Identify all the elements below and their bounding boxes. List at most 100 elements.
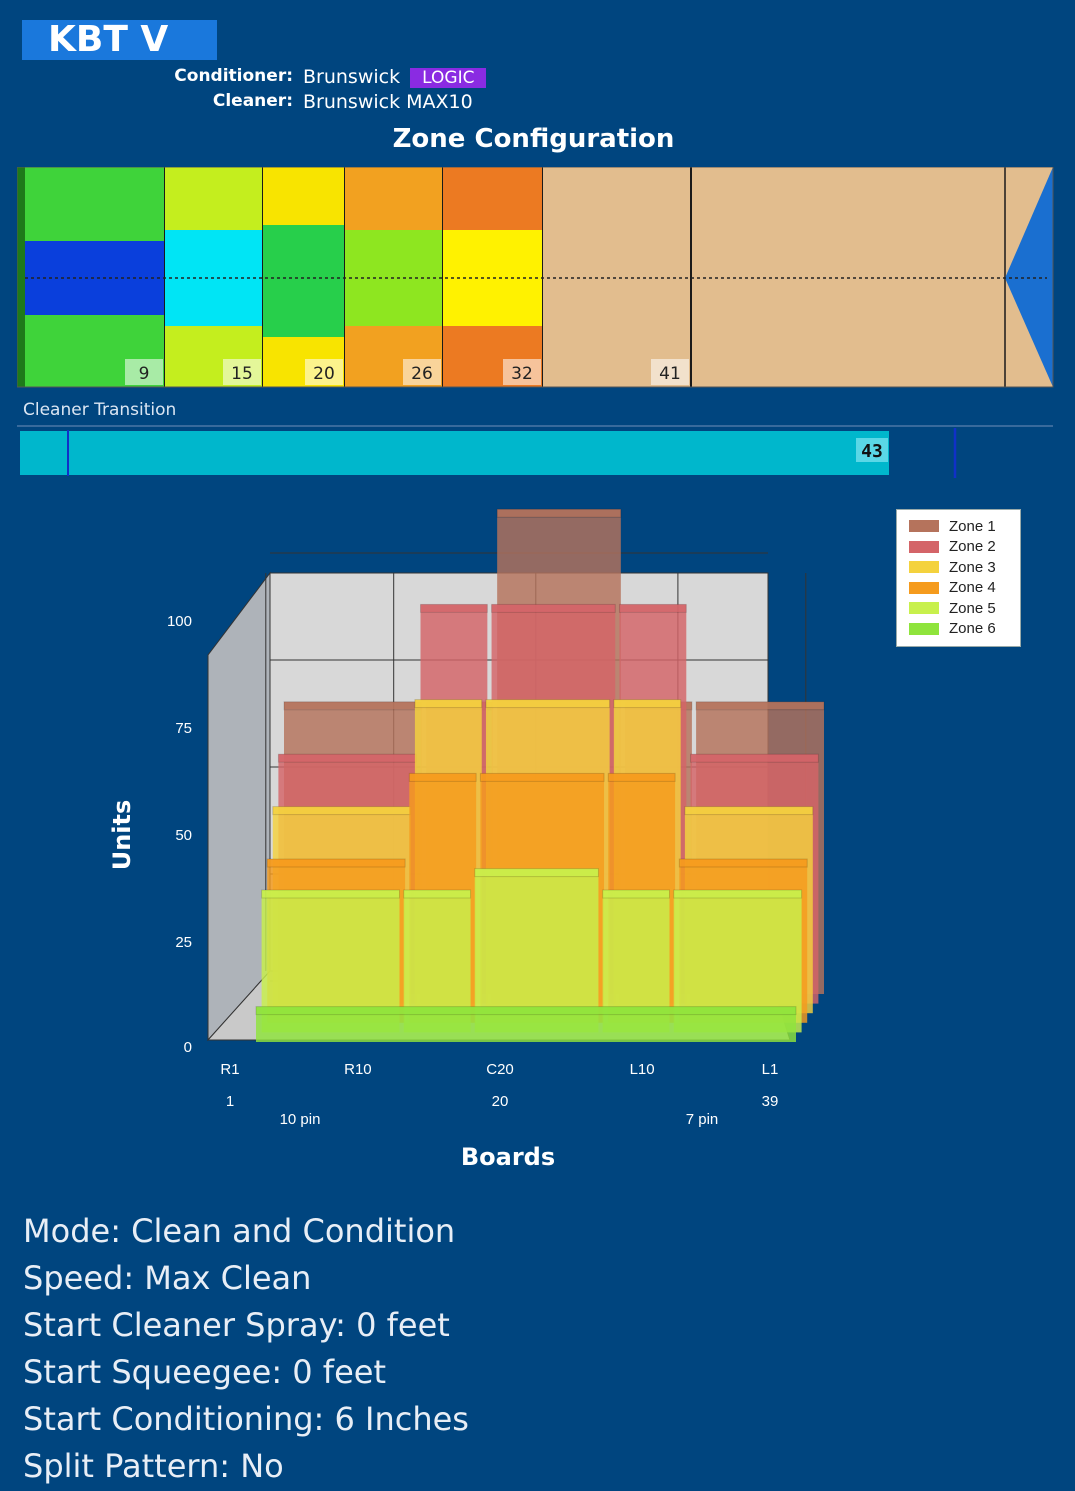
series-4-segment-1-top [266, 858, 406, 868]
zone-5-end-label: 32 [511, 364, 533, 384]
zone-3-end-label: 20 [313, 364, 335, 384]
pin-label: 7 pin [686, 1111, 719, 1128]
x-tick-label: L10 [630, 1061, 655, 1078]
pin-label: 10 pin [280, 1111, 321, 1128]
board-number-label: 39 [762, 1093, 779, 1110]
series-4-segment-3-top [479, 772, 605, 782]
legend-label: Zone 1 [949, 517, 996, 535]
zone-4-end-label: 26 [411, 364, 433, 384]
zone-4-band-1 [345, 167, 443, 230]
series-1-segment-3-top [496, 508, 622, 518]
x-tick-label: L1 [762, 1061, 779, 1078]
cleaner-transition-value: 43 [861, 441, 883, 462]
y-tick-label: 100 [167, 613, 192, 630]
legend-item-zone-4: Zone 4 [909, 578, 1020, 599]
pattern-settings: Mode: Clean and Condition Speed: Max Cle… [23, 1208, 469, 1490]
zone-6-label-box [651, 359, 689, 385]
y-tick-label: 50 [175, 827, 192, 844]
series-5-segment-3 [474, 876, 599, 1033]
series-3-segment-5-top [684, 806, 814, 816]
legend-label: Zone 4 [949, 579, 996, 597]
series-5-segment-4-top [602, 889, 670, 899]
x-axis-title: Boards [461, 1143, 555, 1171]
legend-label: Zone 3 [949, 558, 996, 576]
setting-split-pattern: Split Pattern: No [23, 1447, 284, 1485]
zone-1-label-box [125, 359, 163, 385]
zone-5-label-box [503, 359, 541, 385]
series-4-segment-4-top [607, 772, 676, 782]
cleaner-transition-label: Cleaner Transition [23, 400, 177, 420]
x-tick-label: R10 [344, 1061, 372, 1078]
y-tick-label: 75 [175, 720, 192, 737]
cleaner-row: Cleaner: Brunswick MAX10 [0, 91, 1075, 115]
zone-2-label-box [223, 359, 261, 385]
conditioner-value: Brunswick LOGIC [303, 66, 487, 88]
series-5-segment-1-top [261, 889, 400, 899]
zone-6-block [543, 167, 691, 387]
zone-6-end-label: 41 [659, 364, 681, 384]
zone-3-band-2 [263, 225, 345, 337]
zone-configuration-lane: 9 15 20 26 32 41 [17, 167, 1054, 388]
conditioner-label: Conditioner: [174, 66, 293, 86]
pin-deck-triangle [1005, 167, 1053, 387]
series-3-segment-3-top [485, 699, 611, 709]
legend-label: Zone 2 [949, 538, 996, 556]
zone-3-label-box [305, 359, 343, 385]
series-2-segment-5-top [690, 753, 819, 763]
legend-item-zone-2: Zone 2 [909, 537, 1020, 558]
cleaner-label: Cleaner: [212, 91, 293, 111]
legend-swatch [909, 602, 939, 615]
setting-start-conditioning: Start Conditioning: 6 Inches [23, 1400, 469, 1438]
series-5-segment-5-top [673, 889, 803, 899]
series-1-segment-5-top [695, 701, 825, 711]
zone-configuration-title: Zone Configuration [392, 124, 675, 154]
cleaner-value-box [856, 438, 888, 462]
setting-start-squeegee: Start Squeegee: 0 feet [23, 1353, 386, 1391]
series-2-segment-2-top [420, 603, 488, 613]
series-3-segment-2-top [414, 699, 483, 709]
series-4-segment-5-top [678, 858, 808, 868]
board-number-label: 20 [492, 1093, 509, 1110]
x-tick-label: C20 [486, 1061, 514, 1078]
zone-1-end-label: 9 [139, 364, 150, 384]
series-6-segment-1 [256, 1014, 796, 1042]
series-5-segment-3-top [474, 868, 599, 878]
setting-start-cleaner-spray: Start Cleaner Spray: 0 feet [23, 1306, 450, 1344]
legend-swatch [909, 540, 939, 553]
x-tick-label: R1 [220, 1061, 239, 1078]
setting-mode: Mode: Clean and Condition [23, 1212, 456, 1250]
series-3-segment-4-top [613, 699, 682, 709]
lane-border [17, 167, 1054, 388]
zone-4-label-box [403, 359, 441, 385]
pattern-name-badge: KBT V [22, 20, 217, 60]
series-5-segment-2-top [403, 889, 472, 899]
legend-swatch [909, 622, 939, 635]
zone-3-band-1 [263, 167, 345, 225]
foul-line-edge [17, 167, 25, 387]
series-4-segment-2-top [408, 772, 477, 782]
legend-item-zone-1: Zone 1 [909, 516, 1020, 537]
cleaner-transition-fill [20, 431, 889, 475]
series-2-segment-3-top [491, 603, 616, 613]
series-1-segment-1-top [283, 701, 423, 711]
y-axis-title: Units [108, 800, 136, 871]
zone-units-chart: 100 75 50 25 0 R1 R10 C20 L10 L1 1 20 39 10 pin 7 pin U… [108, 508, 825, 1171]
legend-item-zone-6: Zone 6 [909, 619, 1020, 640]
legend-swatch [909, 581, 939, 594]
zone-1-band-1 [25, 167, 165, 241]
conditioner-row: Conditioner: Brunswick LOGIC [0, 66, 1075, 90]
legend-label: Zone 6 [949, 620, 996, 638]
legend-swatch [909, 561, 939, 574]
cleaner-transition-bar: 43 [17, 425, 1053, 478]
setting-speed: Speed: Max Clean [23, 1259, 312, 1297]
conditioner-brand: Brunswick [303, 66, 401, 88]
conditioner-logic-tag: LOGIC [410, 68, 487, 88]
chart-legend: Zone 1 Zone 2 Zone 3 Zone 4 Zone 5 Zone 6 [896, 509, 1021, 647]
zone-2-end-label: 15 [231, 364, 253, 384]
series-3-segment-1-top [272, 806, 412, 816]
legend-swatch [909, 520, 939, 533]
zone-2-band-1 [165, 167, 263, 230]
series-2-segment-4-top [618, 603, 687, 613]
legend-item-zone-3: Zone 3 [909, 557, 1020, 578]
cleaner-value: Brunswick MAX10 [303, 91, 473, 113]
